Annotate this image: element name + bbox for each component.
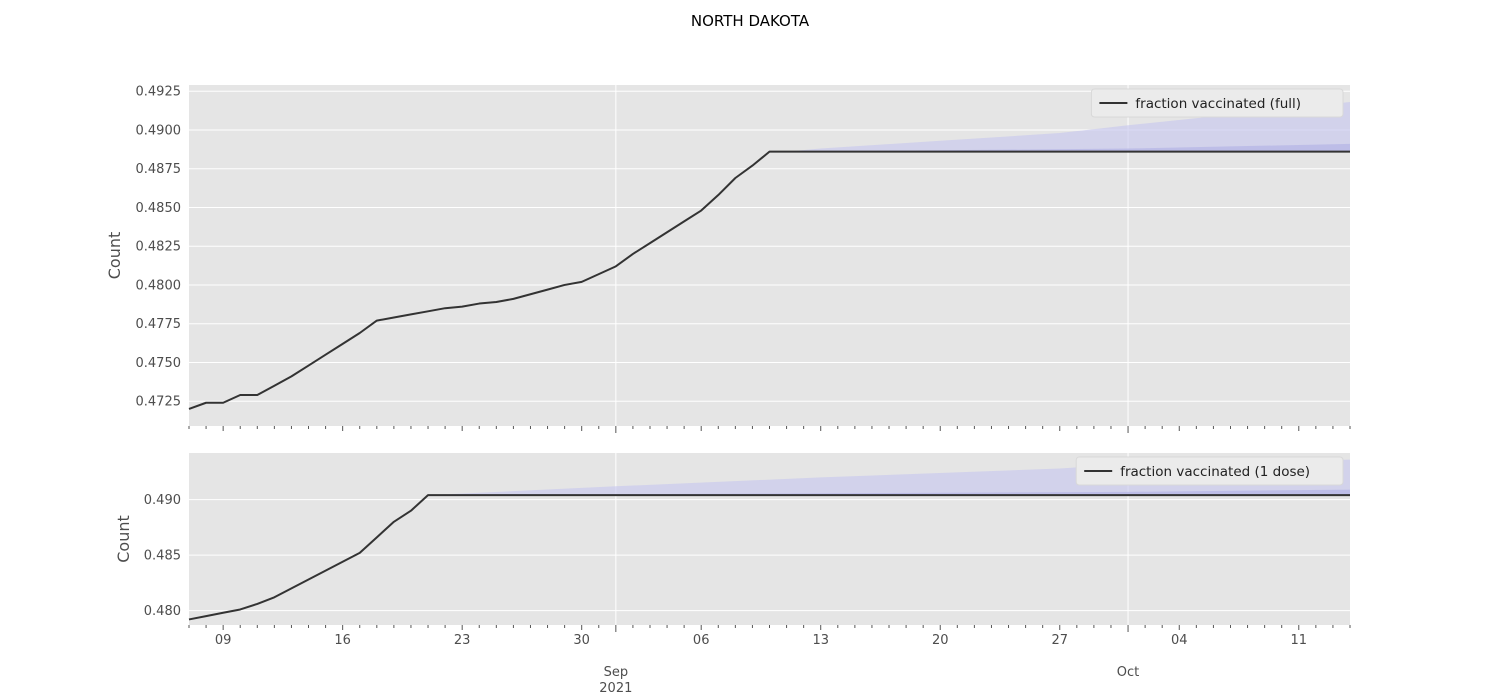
- y-tick-label: 0.4900: [136, 123, 182, 138]
- y-tick-label: 0.490: [144, 493, 181, 508]
- series-line: [188, 494, 1350, 621]
- x-tick-label: 23: [454, 633, 471, 648]
- legend-label: fraction vaccinated (full): [1135, 96, 1301, 112]
- y-tick-label: 0.4825: [136, 240, 182, 255]
- legend: fraction vaccinated (full): [1090, 88, 1344, 118]
- forecast-inner-band: [786, 143, 1350, 152]
- y-tick-label: 0.4775: [136, 317, 182, 332]
- x-major-tick-label: Oct: [1117, 665, 1139, 680]
- x-tick-label: 06: [693, 633, 710, 648]
- x-tick-label: 13: [812, 633, 829, 648]
- x-major-tick-sublabel: 2021: [599, 681, 632, 696]
- y-tick-label: 0.4800: [136, 278, 182, 293]
- x-tick-label: 27: [1051, 633, 1068, 648]
- x-tick-label: 30: [573, 633, 590, 648]
- x-major-tick-label: Sep: [604, 665, 629, 680]
- legend-box: [1090, 88, 1344, 118]
- forecast-band: [786, 102, 1350, 152]
- y-tick-label: 0.4750: [136, 356, 182, 371]
- figure-title: NORTH DAKOTA: [691, 12, 810, 30]
- x-tick-label: 09: [215, 633, 232, 648]
- legend-label: fraction vaccinated (1 dose): [1120, 464, 1310, 480]
- x-tick-label: 04: [1171, 633, 1188, 648]
- series-line: [188, 150, 1350, 410]
- y-tick-label: 0.4875: [136, 162, 182, 177]
- x-tick-label: 20: [932, 633, 949, 648]
- y-tick-label: 0.485: [144, 549, 181, 564]
- legend-box: [1075, 456, 1344, 486]
- y-tick-label: 0.4925: [136, 85, 182, 100]
- x-tick-label: 11: [1291, 633, 1308, 648]
- x-tick-label: 16: [334, 633, 351, 648]
- bottom-panel: 0.480 0.485 0.490 fraction vaccinated (1 do…: [114, 453, 1351, 632]
- forecast-inner-band: [428, 489, 1350, 496]
- y-axis-label: Count: [105, 232, 124, 280]
- legend: fraction vaccinated (1 dose): [1075, 456, 1344, 486]
- y-tick-label: 0.4725: [136, 395, 182, 410]
- y-axis-label: Count: [114, 515, 133, 563]
- y-tick-label: 0.480: [144, 604, 181, 619]
- y-tick-label: 0.4850: [136, 201, 182, 216]
- top-panel: 0.4725 0.4750 0.4775 0.4800 0.4825 0.4850 0.48…: [105, 85, 1351, 433]
